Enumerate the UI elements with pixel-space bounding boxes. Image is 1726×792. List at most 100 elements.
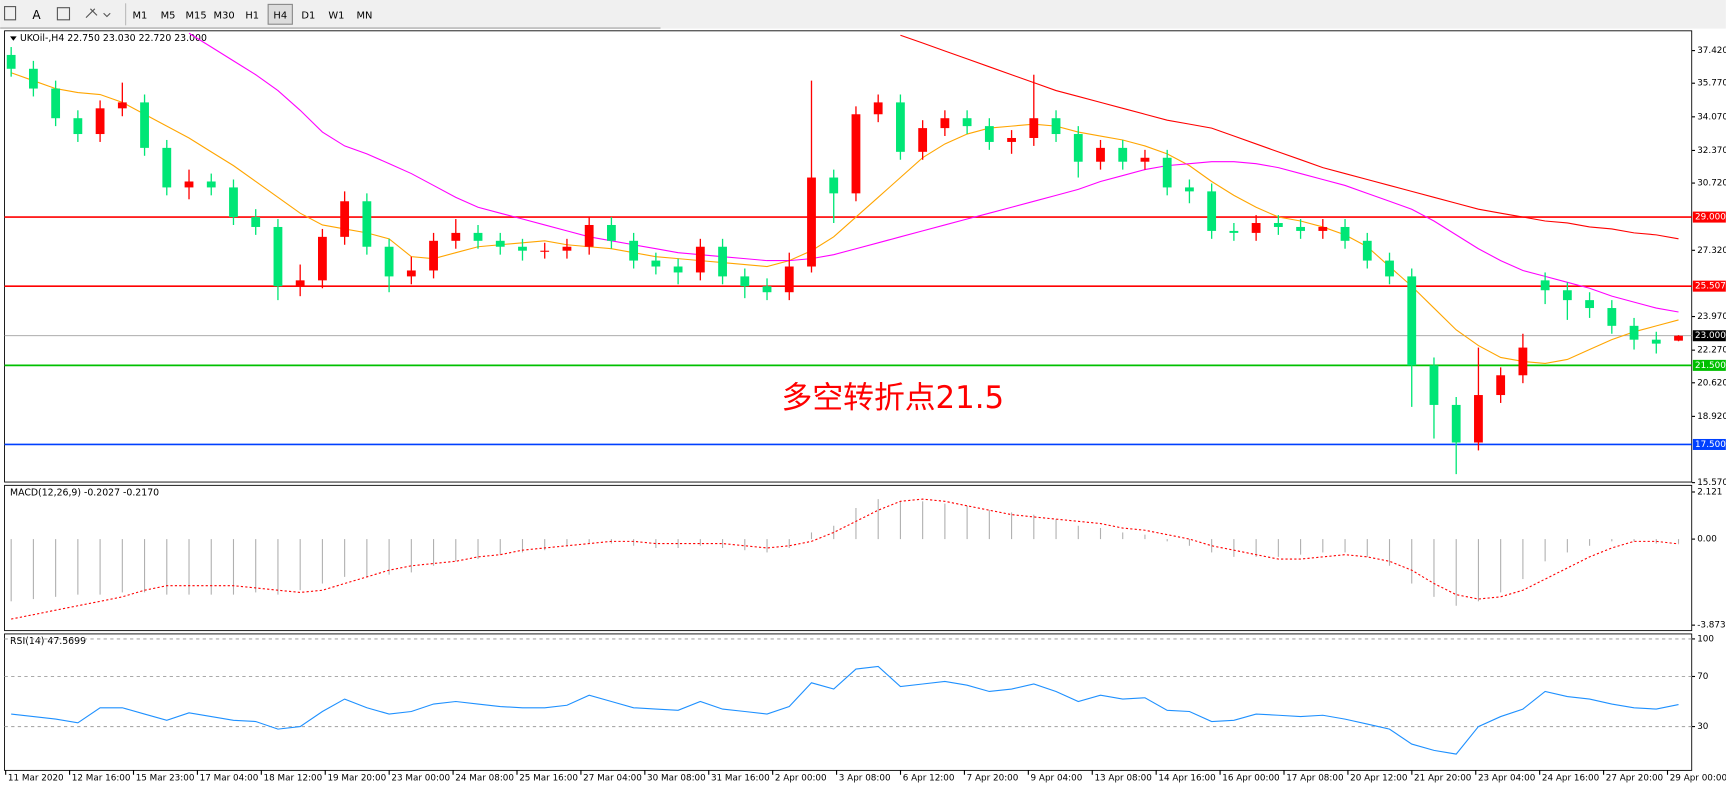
candle-body [495, 240, 505, 247]
candle-body [340, 201, 350, 237]
price-label-box [1692, 280, 1726, 292]
candle-body [473, 232, 483, 241]
candle-body [184, 181, 194, 188]
candle-body [762, 286, 772, 293]
x-tick-label: 14 Apr 16:00 [1158, 774, 1216, 784]
candle-body [562, 246, 572, 251]
candle-body [1029, 118, 1039, 138]
candle-body [1518, 347, 1528, 376]
x-tick-label: 17 Apr 08:00 [1286, 774, 1344, 784]
x-tick-label: 15 Mar 23:00 [136, 774, 195, 784]
candle-body [1251, 223, 1261, 233]
candle-body [1429, 365, 1439, 405]
candle-body [1229, 230, 1239, 233]
candle-body [1296, 226, 1305, 231]
candle-body [984, 126, 994, 142]
period-button[interactable]: M30 [214, 10, 235, 21]
period-button[interactable]: H4 [273, 10, 287, 21]
panel-title: RSI(14) 47.5699 [10, 636, 86, 647]
candle-body [851, 114, 861, 194]
candle-body [6, 54, 16, 69]
y-tick-label: -3.8734 [1697, 621, 1726, 631]
x-tick-label: 24 Apr 16:00 [1542, 774, 1600, 784]
x-tick-label: 27 Mar 04:00 [583, 774, 642, 784]
x-tick-label: 2 Apr 00:00 [775, 774, 827, 784]
candle-body [318, 236, 327, 281]
candle-body [807, 177, 816, 267]
candle-body [1607, 308, 1617, 326]
candle-body [940, 118, 950, 129]
candle-body [1185, 187, 1194, 192]
period-button[interactable]: M5 [161, 10, 176, 21]
candle-body [1385, 260, 1394, 277]
candle-body [51, 88, 61, 119]
price-label-box [1692, 438, 1726, 450]
period-button[interactable]: M15 [185, 10, 206, 21]
candle-body [629, 240, 639, 261]
x-tick-label: 9 Apr 04:00 [1031, 774, 1083, 784]
period-button-active [267, 3, 293, 25]
x-tick-label: 31 Mar 16:00 [711, 774, 770, 784]
x-tick-label: 25 Mar 16:00 [519, 774, 578, 784]
period-button[interactable]: H1 [245, 10, 259, 21]
candle-body [162, 147, 172, 188]
crosshair-icon[interactable] [4, 6, 17, 21]
candle-body [718, 246, 727, 277]
x-tick-label: 23 Apr 04:00 [1478, 774, 1536, 784]
candle-body [1140, 157, 1150, 162]
candle-body [1674, 335, 1683, 341]
y-tick-label: 34.070 [1697, 112, 1726, 122]
y-tick-label: 100 [1697, 634, 1714, 644]
annotation: 多空转折点21.5 [782, 380, 1005, 416]
moving-average [188, 32, 1679, 313]
x-tick-label: 24 Mar 08:00 [455, 774, 514, 784]
period-button[interactable]: W1 [328, 10, 344, 21]
candle-body [1496, 375, 1506, 396]
candle-body [1118, 147, 1128, 162]
text-label-icon[interactable] [56, 7, 71, 21]
candle-body [1096, 147, 1105, 162]
text-tool[interactable]: A [32, 8, 41, 22]
candle-body [784, 266, 794, 293]
price-label: 21.500 [1695, 361, 1726, 371]
candle-body [1273, 223, 1283, 227]
signal-line [11, 498, 1679, 620]
price-label: 29.000 [1695, 213, 1726, 223]
candle-body [1585, 300, 1594, 309]
candle-body [295, 280, 305, 287]
macd-panel [4, 484, 1693, 632]
x-tick-label: 7 Apr 20:00 [967, 774, 1019, 784]
period-button[interactable]: M1 [133, 10, 148, 21]
x-tick-label: 12 Mar 16:00 [72, 774, 131, 784]
x-tick-label: 13 Apr 08:00 [1094, 774, 1152, 784]
x-tick-label: 20 Apr 12:00 [1350, 774, 1408, 784]
y-tick-label: 30 [1697, 722, 1709, 732]
candle-body [384, 246, 394, 277]
tools-icon[interactable] [85, 8, 111, 18]
candle-body [1651, 339, 1661, 344]
y-tick-label: 35.770 [1697, 79, 1726, 89]
candle-body [740, 276, 750, 287]
y-tick-label: 23.970 [1697, 312, 1726, 322]
panel-title: MACD(12,26,9) -0.2027 -0.2170 [10, 488, 159, 499]
period-button[interactable]: D1 [301, 10, 315, 21]
price-label: 25.507 [1695, 282, 1726, 292]
x-tick-label: 6 Apr 12:00 [903, 774, 955, 784]
x-tick-label: 17 Mar 04:00 [200, 774, 259, 784]
candle-body [1540, 280, 1550, 291]
x-tick-label: 30 Mar 08:00 [647, 774, 706, 784]
candle-body [140, 102, 149, 148]
period-button[interactable]: MN [356, 10, 372, 21]
candle-body [962, 118, 972, 127]
y-tick-label: 22.270 [1697, 346, 1726, 356]
x-tick-label: 21 Apr 20:00 [1414, 774, 1472, 784]
x-tick-label: 27 Apr 20:00 [1606, 774, 1664, 784]
rsi-panel [4, 633, 1693, 771]
price-label: 17.500 [1695, 440, 1726, 450]
candle-body [229, 187, 238, 218]
candle-body [1007, 137, 1016, 142]
candle-body [1562, 290, 1572, 301]
x-tick-label: 11 Mar 2020 [8, 774, 64, 784]
